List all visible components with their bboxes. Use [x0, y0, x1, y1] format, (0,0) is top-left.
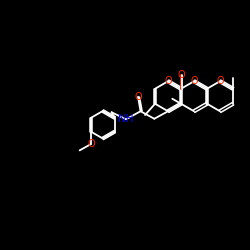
Text: O: O: [164, 76, 172, 86]
Text: O: O: [87, 139, 95, 149]
Text: O: O: [190, 76, 198, 86]
Text: NH: NH: [118, 114, 134, 124]
Text: O: O: [134, 92, 142, 102]
Text: O: O: [216, 76, 224, 86]
Text: O: O: [177, 70, 185, 80]
